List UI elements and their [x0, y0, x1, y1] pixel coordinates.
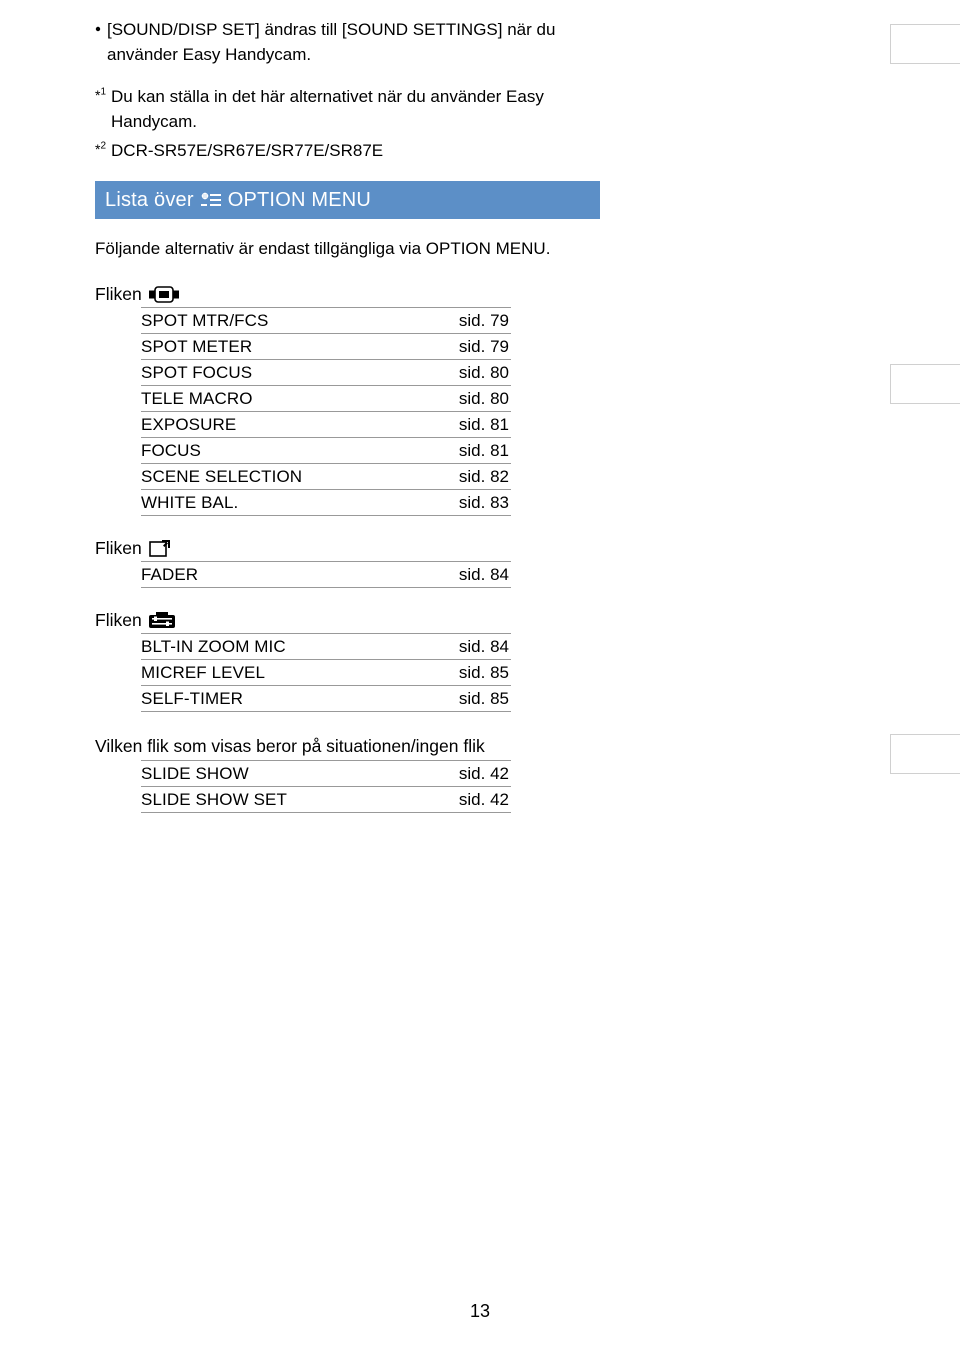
option-name: SLIDE SHOW: [141, 764, 249, 784]
option-page-ref: sid. 83: [459, 493, 509, 513]
option-menu-icon: [200, 189, 222, 212]
settings-sliders-icon: [149, 610, 175, 631]
section-heading: Lista över OPTION MENU: [95, 181, 600, 219]
tab-section-3-label: Fliken: [95, 610, 600, 631]
option-page-ref: sid. 79: [459, 311, 509, 331]
intro-text: Följande alternativ är endast tillgängli…: [95, 237, 600, 262]
bullet-text: [SOUND/DISP SET] ändras till [SOUND SETT…: [107, 18, 600, 67]
manual-box-icon: [149, 284, 179, 305]
heading-after: OPTION MENU: [228, 189, 371, 212]
table-row: BLT-IN ZOOM MIC sid. 84: [141, 634, 511, 660]
table-row: MICREF LEVEL sid. 85: [141, 660, 511, 686]
option-page-ref: sid. 80: [459, 363, 509, 383]
section-label-text: Fliken: [95, 538, 142, 559]
option-name: MICREF LEVEL: [141, 663, 265, 683]
section-label-text: Fliken: [95, 610, 142, 631]
table-row: FOCUS sid. 81: [141, 438, 511, 464]
side-tab: [890, 364, 960, 404]
table-row: SLIDE SHOW sid. 42: [141, 761, 511, 787]
option-page-ref: sid. 84: [459, 637, 509, 657]
option-table-2: FADER sid. 84: [141, 561, 511, 588]
bullet-dot-icon: [95, 26, 101, 32]
option-page-ref: sid. 79: [459, 337, 509, 357]
no-tab-section-label: Vilken flik som visas beror på situation…: [95, 734, 515, 759]
footnote-text: DCR-SR57E/SR67E/SR77E/SR87E: [111, 139, 383, 164]
footnote-1: *1 Du kan ställa in det här alternativet…: [95, 85, 600, 134]
scene-square-icon: [149, 538, 171, 559]
table-row: SLIDE SHOW SET sid. 42: [141, 787, 511, 813]
table-row: EXPOSURE sid. 81: [141, 412, 511, 438]
footnote-2: *2 DCR-SR57E/SR67E/SR77E/SR87E: [95, 139, 600, 164]
heading-before: Lista över: [105, 189, 194, 212]
option-page-ref: sid. 85: [459, 689, 509, 709]
table-row: SELF-TIMER sid. 85: [141, 686, 511, 712]
option-page-ref: sid. 42: [459, 790, 509, 810]
table-row: FADER sid. 84: [141, 562, 511, 588]
bullet-item: [SOUND/DISP SET] ändras till [SOUND SETT…: [95, 18, 600, 67]
option-page-ref: sid. 81: [459, 441, 509, 461]
option-table-1: SPOT MTR/FCSsid. 79SPOT METERsid. 79SPOT…: [141, 307, 511, 516]
option-page-ref: sid. 84: [459, 565, 509, 585]
option-name: SPOT MTR/FCS: [141, 311, 268, 331]
option-name: SCENE SELECTION: [141, 467, 302, 487]
option-name: BLT-IN ZOOM MIC: [141, 637, 286, 657]
option-table-3: BLT-IN ZOOM MIC sid. 84 MICREF LEVEL sid. 8…: [141, 633, 511, 712]
tab-section-2-label: Fliken: [95, 538, 600, 559]
option-name: SPOT FOCUS: [141, 363, 252, 383]
side-tab: [890, 24, 960, 64]
option-name: SPOT METER: [141, 337, 252, 357]
page-number: 13: [0, 1301, 960, 1322]
option-name: FOCUS: [141, 441, 201, 461]
table-row: SPOT MTR/FCS sid. 79: [141, 308, 511, 334]
option-name: SLIDE SHOW SET: [141, 790, 287, 810]
footnote-marker: *1: [95, 85, 106, 105]
table-row: SPOT FOCUS sid. 80: [141, 360, 511, 386]
table-row: TELE MACRO sid. 80: [141, 386, 511, 412]
tab-section-1-label: Fliken: [95, 284, 600, 305]
side-tabs: [890, 0, 960, 774]
table-row: SCENE SELECTION sid. 82: [141, 464, 511, 490]
option-page-ref: sid. 82: [459, 467, 509, 487]
side-tab: [890, 734, 960, 774]
option-name: WHITE BAL.: [141, 493, 238, 513]
table-row: WHITE BAL. sid. 83: [141, 490, 511, 516]
option-page-ref: sid. 81: [459, 415, 509, 435]
option-page-ref: sid. 42: [459, 764, 509, 784]
option-page-ref: sid. 85: [459, 663, 509, 683]
option-page-ref: sid. 80: [459, 389, 509, 409]
footnote-text: Du kan ställa in det här alternativet nä…: [111, 85, 600, 134]
section-label-text: Fliken: [95, 284, 142, 305]
option-name: FADER: [141, 565, 198, 585]
table-row: SPOT METER sid. 79: [141, 334, 511, 360]
option-name: TELE MACRO: [141, 389, 253, 409]
footnote-marker: *2: [95, 139, 106, 159]
option-table-notab: SLIDE SHOW sid. 42 SLIDE SHOW SET sid. 42: [141, 760, 511, 813]
option-name: SELF-TIMER: [141, 689, 243, 709]
option-name: EXPOSURE: [141, 415, 236, 435]
